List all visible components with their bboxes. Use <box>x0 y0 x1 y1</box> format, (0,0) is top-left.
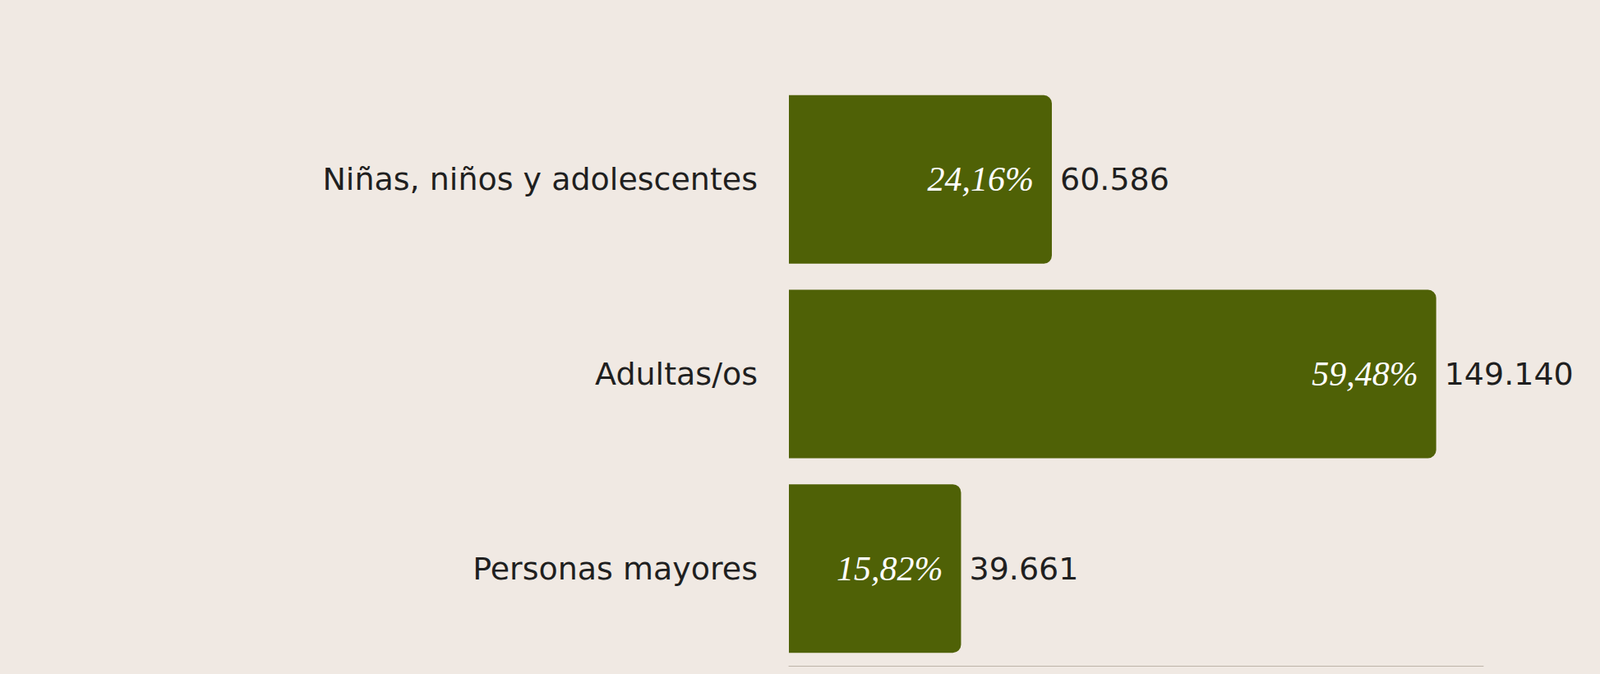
svg-text:24,16%: 24,16% <box>926 160 1034 199</box>
svg-text:Adultas/os: Adultas/os <box>594 355 758 392</box>
svg-text:149.140: 149.140 <box>1444 355 1574 392</box>
svg-text:Personas mayores: Personas mayores <box>472 550 758 587</box>
svg-text:59,48%: 59,48% <box>1311 355 1419 393</box>
svg-text:Niñas, niños y adolescentes: Niñas, niños y adolescentes <box>322 161 758 198</box>
svg-text:39.661: 39.661 <box>968 550 1079 587</box>
svg-text:15,82%: 15,82% <box>836 549 944 588</box>
svg-text:60.586: 60.586 <box>1060 161 1170 198</box>
